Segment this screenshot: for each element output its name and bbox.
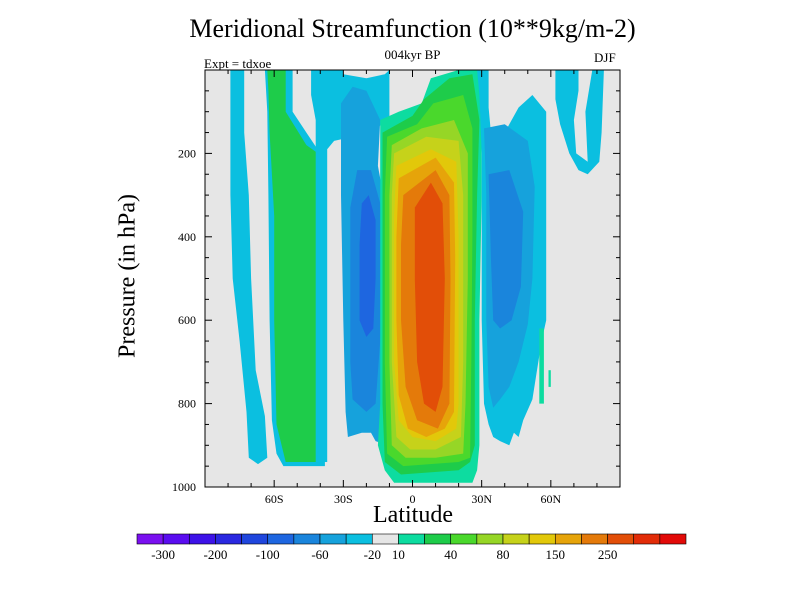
colorbar-swatch bbox=[450, 533, 478, 545]
colorbar-label: -20 bbox=[364, 547, 381, 562]
x-tick-label: 30S bbox=[334, 492, 353, 506]
contour-north-ferrel-core bbox=[488, 170, 524, 329]
colorbar-label: -300 bbox=[151, 547, 175, 562]
colorbar-swatch bbox=[581, 533, 608, 545]
colorbar-swatch bbox=[136, 533, 164, 545]
x-axis-label: Latitude bbox=[373, 502, 453, 528]
colorbar-swatch bbox=[398, 533, 425, 545]
y-tick-label: 800 bbox=[178, 397, 196, 411]
colorbar-swatch bbox=[162, 533, 190, 545]
experiment-note: Expt = tdxoe bbox=[204, 56, 272, 71]
chart-title: Meridional Streamfunction (10**9kg/m-2) bbox=[189, 14, 636, 43]
colorbar-swatch bbox=[659, 533, 687, 545]
colorbar-swatch bbox=[267, 533, 295, 545]
x-tick-label: 0 bbox=[410, 492, 416, 506]
colorbar-swatch bbox=[424, 533, 452, 545]
y-tick-label: 400 bbox=[178, 230, 196, 244]
y-tick-label: 200 bbox=[178, 146, 196, 160]
contour-south-midlatitude-blue bbox=[311, 70, 390, 462]
colorbar-label: -200 bbox=[204, 547, 228, 562]
colorbar-label: -60 bbox=[311, 547, 328, 562]
colorbar-swatch bbox=[633, 533, 661, 545]
chart-subtitle: 004kyr BP bbox=[384, 47, 441, 62]
contour-north-edge-teal bbox=[539, 328, 544, 404]
contour-north-edge-teal-small bbox=[548, 370, 551, 387]
y-tick-label: 1000 bbox=[172, 480, 196, 494]
contour-south-subtropical-green bbox=[267, 70, 321, 462]
x-tick-label: 60N bbox=[540, 492, 561, 506]
colorbar-label: 250 bbox=[598, 547, 618, 562]
colorbar-swatch bbox=[188, 533, 216, 545]
colorbar-swatch bbox=[215, 533, 242, 545]
colorbar-label: -100 bbox=[256, 547, 280, 562]
contour-north-polar-blue bbox=[555, 70, 604, 175]
colorbar-swatch bbox=[241, 533, 269, 545]
colorbar-swatch bbox=[371, 533, 399, 545]
colorbar-swatch bbox=[528, 533, 556, 545]
y-tick-label: 600 bbox=[178, 313, 196, 327]
x-tick-label: 30N bbox=[471, 492, 492, 506]
colorbar-swatch bbox=[607, 533, 635, 545]
season-note: DJF bbox=[594, 50, 616, 65]
colorbar-label: 80 bbox=[497, 547, 510, 562]
colorbar-label: 10 bbox=[392, 547, 405, 562]
colorbar-swatch bbox=[293, 533, 321, 545]
colorbar-swatch bbox=[476, 533, 504, 545]
contour-hadley-red-orange bbox=[414, 182, 445, 412]
colorbar-swatch bbox=[345, 533, 373, 545]
colorbar-swatch bbox=[554, 533, 582, 545]
contour-south-polar-cell-blue bbox=[230, 70, 268, 465]
x-tick-label: 60S bbox=[265, 492, 284, 506]
contour-south-ferrel-inner bbox=[359, 195, 376, 337]
colorbar-swatch bbox=[319, 533, 347, 545]
colorbar-swatch bbox=[502, 533, 530, 545]
colorbar-label: 40 bbox=[444, 547, 457, 562]
colorbar-label: 150 bbox=[546, 547, 566, 562]
